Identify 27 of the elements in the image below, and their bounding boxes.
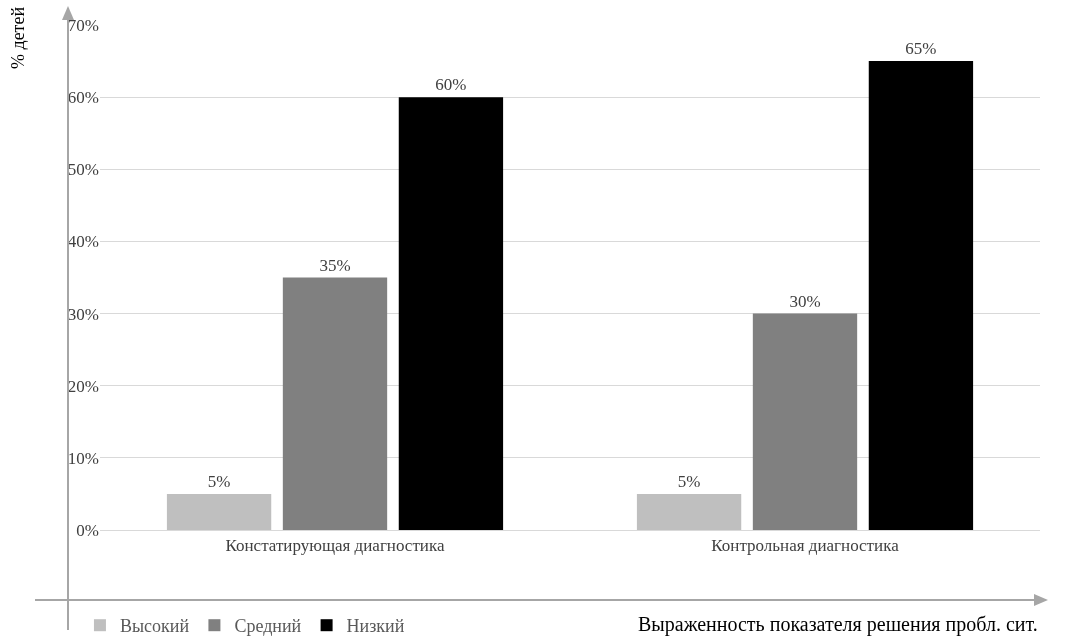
- data-label: 65%: [905, 39, 937, 59]
- legend-label: Высокий: [119, 616, 190, 637]
- legend-label: Низкий: [346, 616, 405, 637]
- y-tick-label: 10%: [67, 448, 99, 468]
- data-label: 5%: [207, 471, 231, 491]
- x-tick-label: Контрольная диагностика: [711, 536, 900, 556]
- y-tick-label: 20%: [67, 376, 99, 396]
- y-axis-title: % детей: [8, 6, 29, 70]
- bar: [752, 313, 858, 530]
- y-tick-label: 30%: [67, 304, 99, 324]
- y-tick-label: 50%: [67, 160, 99, 180]
- x-axis-title: Выраженность показателя решения пробл. сит.: [638, 613, 1038, 636]
- data-label: 60%: [435, 75, 467, 95]
- bar: [166, 493, 272, 530]
- data-label: 35%: [319, 255, 351, 275]
- bar: [398, 97, 504, 530]
- y-tick-label: 0%: [76, 520, 99, 540]
- bar: [868, 61, 974, 530]
- data-label: 30%: [789, 291, 821, 311]
- y-tick-label: 40%: [67, 232, 99, 252]
- data-label: 5%: [677, 471, 701, 491]
- bar: [282, 277, 388, 530]
- legend-label: Средний: [234, 616, 302, 637]
- y-tick-label: 60%: [67, 88, 99, 108]
- y-tick-label: 70%: [67, 15, 99, 35]
- bar: [636, 493, 742, 530]
- x-tick-label: Констатирующая диагностика: [225, 536, 445, 556]
